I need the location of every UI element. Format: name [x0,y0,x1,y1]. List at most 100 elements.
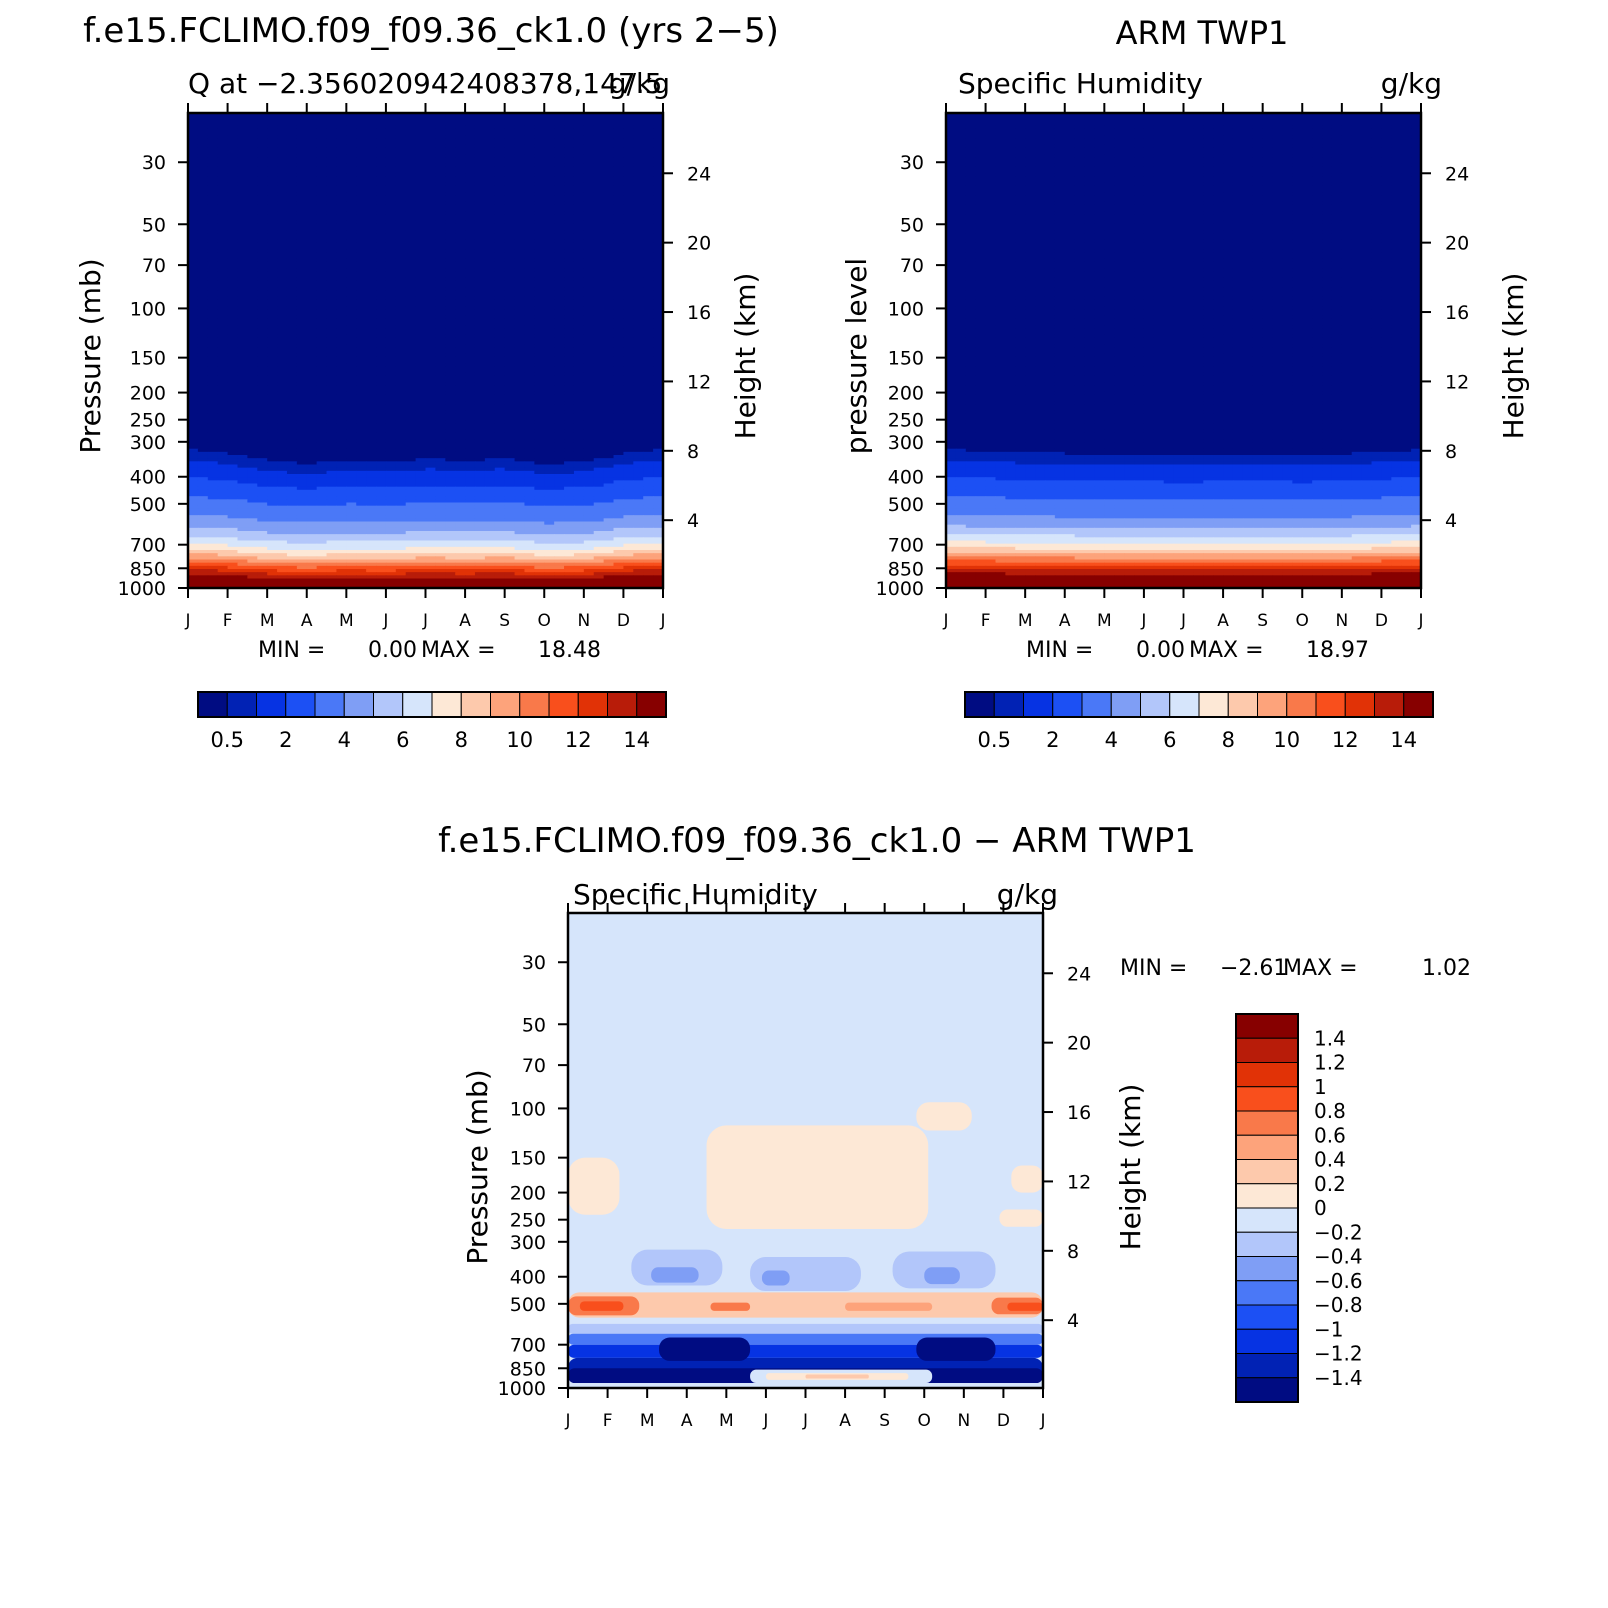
contour-cell [356,293,367,298]
contour-cell [326,154,338,158]
contour-cell [257,242,268,247]
contour-cell [613,268,625,272]
contour-cell [207,328,219,333]
contour-cell [277,265,288,269]
contour-cell [227,154,239,158]
contour-cell [573,214,585,219]
contour-cell [197,113,209,117]
contour-cell [227,166,239,171]
contour-cell [217,192,229,196]
contour-cell [514,173,526,177]
contour-cell [336,265,347,269]
contour-cell [564,135,575,139]
contour-cell [405,315,417,320]
contour-cell [484,132,496,136]
contour-cell [376,331,387,336]
contour-cell [385,176,397,181]
contour-cell [593,116,605,120]
contour-cell [484,290,496,295]
contour-cell [188,341,199,345]
contour-cell [286,208,298,212]
contour-cell [306,211,318,215]
contour-cell [524,182,535,187]
contour-cell [306,341,318,345]
contour-cell [336,144,347,149]
contour-cell [465,328,476,333]
contour-cell [415,233,427,238]
contour-cell [573,233,585,238]
contour-cell [207,198,219,203]
contour-cell [484,284,496,288]
contour-cell [504,312,516,317]
contour-cell [376,334,387,339]
contour-cell [237,328,248,333]
contour-cell [593,246,605,250]
contour-cell [385,296,397,301]
contour-cell [564,223,575,228]
contour-cell [316,277,328,282]
contour-cell [613,138,625,143]
contour-cell [346,290,357,295]
contour-cell [237,299,248,304]
contour-cell [415,144,427,149]
contour-cell [633,337,644,342]
contour-cell [277,204,288,209]
contour-cell [366,309,377,314]
contour-cell [356,277,367,282]
contour-cell [484,261,496,266]
contour-cell [326,217,338,222]
contour-cell [217,147,229,152]
contour-cell [207,220,219,225]
contour-cell [277,258,288,263]
contour-cell [465,261,476,266]
contour-cell [415,290,427,295]
contour-cell [227,242,239,247]
contour-cell [593,157,605,162]
contour-cell [623,328,634,333]
contour-cell [593,252,605,257]
contour-cell [524,290,535,295]
contour-cell [257,293,268,298]
contour-cell [435,341,446,345]
contour-cell [207,116,219,120]
contour-cell [465,268,476,272]
contour-cell [405,334,417,339]
contour-cell [247,261,258,266]
contour-cell [653,230,664,234]
contour-cell [494,132,506,136]
contour-cell [544,233,555,238]
contour-cell [484,176,496,181]
contour-cell [465,252,476,257]
contour-cell [544,331,555,336]
contour-cell [356,303,367,307]
contour-cell [465,160,476,165]
contour-cell [643,268,654,272]
contour-cell [306,201,318,206]
contour-cell [544,128,555,133]
contour-cell [534,151,545,155]
contour-cell [455,312,466,317]
contour-cell [425,138,436,143]
contour-cell [376,230,387,234]
contour-cell [593,122,605,127]
contour-cell [653,119,664,124]
contour-cell [366,138,377,143]
contour-cell [346,299,357,304]
contour-cell [445,122,456,127]
contour-cell [385,185,397,190]
contour-cell [583,173,595,177]
contour-cell [583,261,595,266]
contour-cell [465,341,476,345]
contour-cell [356,138,367,143]
contour-cell [514,217,526,222]
contour-cell [465,157,476,162]
contour-cell [494,258,506,263]
contour-cell [366,176,377,181]
contour-cell [247,220,258,225]
contour-cell [534,163,545,168]
contour-cell [573,246,585,250]
contour-cell [593,198,605,203]
contour-cell [257,173,268,177]
contour-cell [544,268,555,272]
contour-cell [613,223,625,228]
